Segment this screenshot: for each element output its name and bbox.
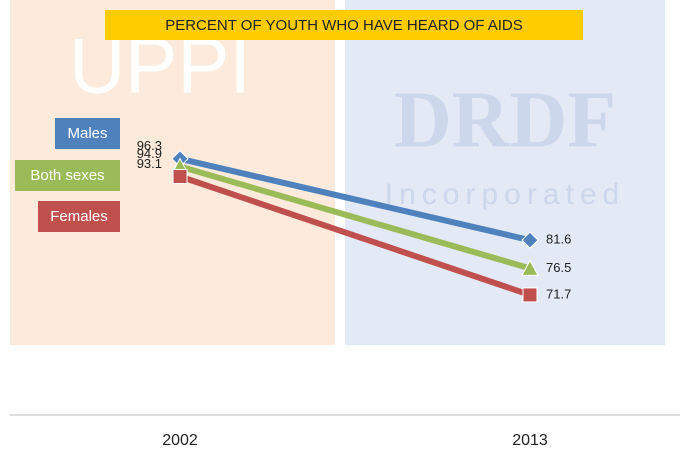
data-label: 94.9 xyxy=(137,146,162,161)
series-line xyxy=(179,155,531,244)
legend-label: Females xyxy=(50,208,108,225)
data-label: 96.3 xyxy=(137,138,162,153)
legend-box xyxy=(55,118,120,149)
watermark-panel xyxy=(345,0,665,345)
x-tick-label: 2002 xyxy=(162,432,198,449)
legend-box xyxy=(38,201,120,232)
legend-label: Both sexes xyxy=(30,167,104,184)
series-line xyxy=(179,173,531,298)
watermark-text: Incorporated xyxy=(385,178,625,211)
legend-label: Males xyxy=(67,125,107,142)
marker xyxy=(522,287,538,303)
marker xyxy=(521,231,539,249)
watermark-text: DRDF xyxy=(394,76,616,164)
chart-title: PERCENT OF YOUTH WHO HAVE HEARD OF AIDS xyxy=(165,17,523,34)
data-label: 93.1 xyxy=(137,156,162,171)
marker xyxy=(172,169,188,185)
data-label: 81.6 xyxy=(546,232,571,247)
marker xyxy=(521,259,539,276)
data-label: 76.5 xyxy=(546,260,571,275)
series-line xyxy=(179,163,531,272)
data-label: 71.7 xyxy=(546,286,571,301)
legend-box xyxy=(15,160,120,191)
title-box xyxy=(105,10,583,40)
x-tick-label: 2013 xyxy=(512,432,548,449)
